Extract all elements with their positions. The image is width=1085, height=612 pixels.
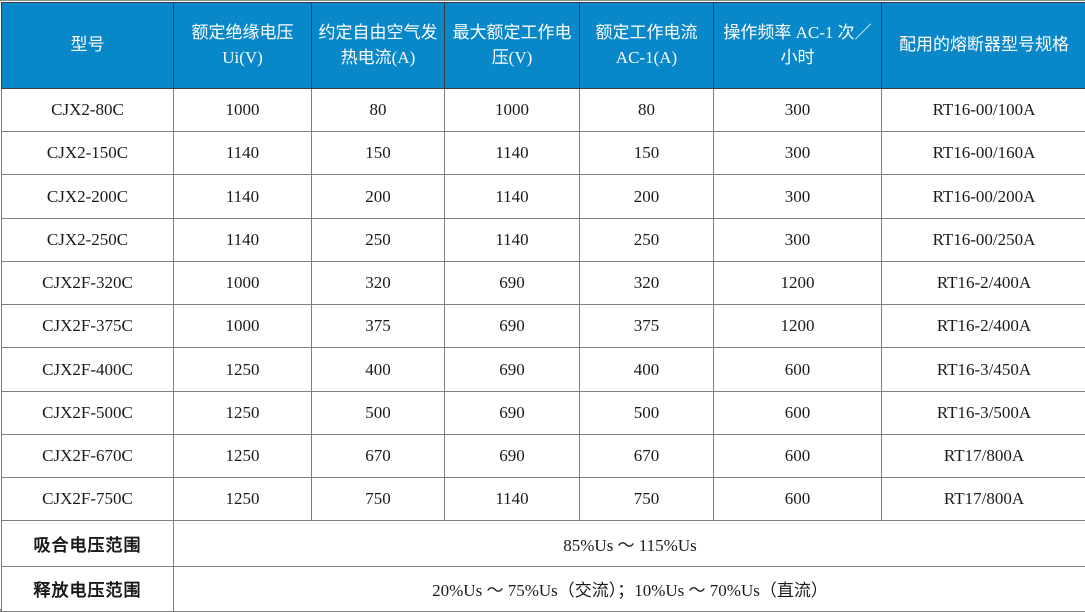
- value-cell: 690: [444, 260, 580, 306]
- value-cell: 200: [579, 174, 714, 219]
- value-cell: 375: [311, 304, 445, 349]
- value-cell: 150: [311, 131, 445, 176]
- value-cell: 690: [444, 347, 580, 392]
- model-cell: CJX2F-320C: [1, 260, 174, 306]
- value-cell: RT16-00/160A: [881, 131, 1085, 176]
- value-cell: 670: [579, 433, 714, 479]
- value-cell: 1250: [173, 477, 312, 522]
- column-header-0: 型号: [1, 2, 174, 89]
- footer-label: 吸合电压范围: [1, 520, 174, 567]
- model-cell: CJX2-250C: [1, 217, 174, 262]
- column-header-4: 额定工作电流 AC-1(A): [579, 2, 714, 89]
- table-row: CJX2F-400C 1250 400 690 400 600 RT16-3/450A: [1, 347, 1085, 392]
- value-cell: 600: [713, 433, 882, 479]
- model-cell: CJX2F-400C: [1, 347, 174, 392]
- table-row: CJX2F-500C 1250 500 690 500 600 RT16-3/500A: [1, 390, 1085, 435]
- value-cell: 1140: [173, 174, 312, 219]
- value-cell: RT16-2/400A: [881, 260, 1085, 306]
- table-row: CJX2F-320C 1000 320 690 320 1200 RT16-2/400A: [1, 260, 1085, 306]
- value-cell: RT16-00/100A: [881, 87, 1085, 133]
- value-cell: RT16-00/250A: [881, 217, 1085, 262]
- model-cell: CJX2F-750C: [1, 477, 174, 522]
- value-cell: RT16-00/200A: [881, 174, 1085, 219]
- value-cell: 320: [311, 260, 445, 306]
- table-row: CJX2-80C 1000 80 1000 80 300 RT16-00/100A: [1, 87, 1085, 133]
- footer-row: 吸合电压范围 85%Us ～ 115%Us: [1, 520, 1085, 567]
- value-cell: 250: [311, 217, 445, 262]
- value-cell: 600: [713, 347, 882, 392]
- value-cell: 150: [579, 131, 714, 176]
- value-cell: 500: [311, 390, 445, 435]
- footer-value: 20%Us ～ 75%Us（交流）；10%Us ～ 70%Us（直流）: [173, 565, 1085, 612]
- value-cell: RT17/800A: [881, 477, 1085, 522]
- value-cell: 375: [579, 304, 714, 349]
- value-cell: 1140: [444, 477, 580, 522]
- value-cell: 1200: [713, 304, 882, 349]
- column-header-2: 约定自由空气发热电流(A): [311, 2, 445, 89]
- value-cell: 1000: [173, 260, 312, 306]
- value-cell: 690: [444, 304, 580, 349]
- value-cell: 1000: [173, 304, 312, 349]
- table-row: CJX2-250C 1140 250 1140 250 300 RT16-00/250A: [1, 217, 1085, 262]
- value-cell: 750: [579, 477, 714, 522]
- value-cell: 690: [444, 433, 580, 479]
- model-cell: CJX2F-670C: [1, 433, 174, 479]
- value-cell: 1000: [173, 87, 312, 133]
- value-cell: 250: [579, 217, 714, 262]
- value-cell: 300: [713, 217, 882, 262]
- value-cell: 600: [713, 390, 882, 435]
- model-cell: CJX2F-375C: [1, 304, 174, 349]
- column-header-5: 操作频率 AC-1 次／小时: [713, 2, 882, 89]
- value-cell: 1140: [444, 131, 580, 176]
- value-cell: 670: [311, 433, 445, 479]
- column-header-1: 额定绝缘电压 Ui(V): [173, 2, 312, 89]
- table-row: CJX2-150C 1140 150 1140 150 300 RT16-00/160A: [1, 131, 1085, 176]
- model-cell: CJX2-200C: [1, 174, 174, 219]
- footer-row: 释放电压范围 20%Us ～ 75%Us（交流）；10%Us ～ 70%Us（直流…: [1, 565, 1085, 612]
- value-cell: 1200: [713, 260, 882, 306]
- value-cell: 1250: [173, 347, 312, 392]
- model-cell: CJX2F-500C: [1, 390, 174, 435]
- footer-label: 释放电压范围: [1, 565, 174, 612]
- value-cell: RT16-3/500A: [881, 390, 1085, 435]
- table-row: CJX2F-750C 1250 750 1140 750 600 RT17/800A: [1, 477, 1085, 522]
- value-cell: 500: [579, 390, 714, 435]
- value-cell: 1140: [444, 217, 580, 262]
- value-cell: 400: [311, 347, 445, 392]
- header-row: 型号 额定绝缘电压 Ui(V) 约定自由空气发热电流(A) 最大额定工作电压(V) 额定…: [1, 2, 1085, 89]
- column-header-6: 配用的熔断器型号规格: [881, 2, 1085, 89]
- model-cell: CJX2-80C: [1, 87, 174, 133]
- value-cell: 80: [579, 87, 714, 133]
- value-cell: 400: [579, 347, 714, 392]
- value-cell: RT16-2/400A: [881, 304, 1085, 349]
- table-row: CJX2-200C 1140 200 1140 200 300 RT16-00/200A: [1, 174, 1085, 219]
- table-row: CJX2F-670C 1250 670 690 670 600 RT17/800A: [1, 433, 1085, 479]
- model-cell: CJX2-150C: [1, 131, 174, 176]
- value-cell: 320: [579, 260, 714, 306]
- value-cell: 1140: [173, 217, 312, 262]
- value-cell: 300: [713, 174, 882, 219]
- value-cell: 300: [713, 131, 882, 176]
- value-cell: 600: [713, 477, 882, 522]
- value-cell: 300: [713, 87, 882, 133]
- value-cell: RT16-3/450A: [881, 347, 1085, 392]
- table-header: 型号 额定绝缘电压 Ui(V) 约定自由空气发热电流(A) 最大额定工作电压(V) 额定…: [1, 2, 1085, 89]
- value-cell: 1140: [444, 174, 580, 219]
- column-header-3: 最大额定工作电压(V): [444, 2, 580, 89]
- value-cell: 80: [311, 87, 445, 133]
- value-cell: RT17/800A: [881, 433, 1085, 479]
- value-cell: 1250: [173, 390, 312, 435]
- value-cell: 1140: [173, 131, 312, 176]
- value-cell: 690: [444, 390, 580, 435]
- footer-value: 85%Us ～ 115%Us: [173, 520, 1085, 567]
- table-body: CJX2-80C 1000 80 1000 80 300 RT16-00/100A CJX2-…: [1, 87, 1085, 612]
- value-cell: 1250: [173, 433, 312, 479]
- table-row: CJX2F-375C 1000 375 690 375 1200 RT16-2/400A: [1, 304, 1085, 349]
- value-cell: 1000: [444, 87, 580, 133]
- value-cell: 200: [311, 174, 445, 219]
- value-cell: 750: [311, 477, 445, 522]
